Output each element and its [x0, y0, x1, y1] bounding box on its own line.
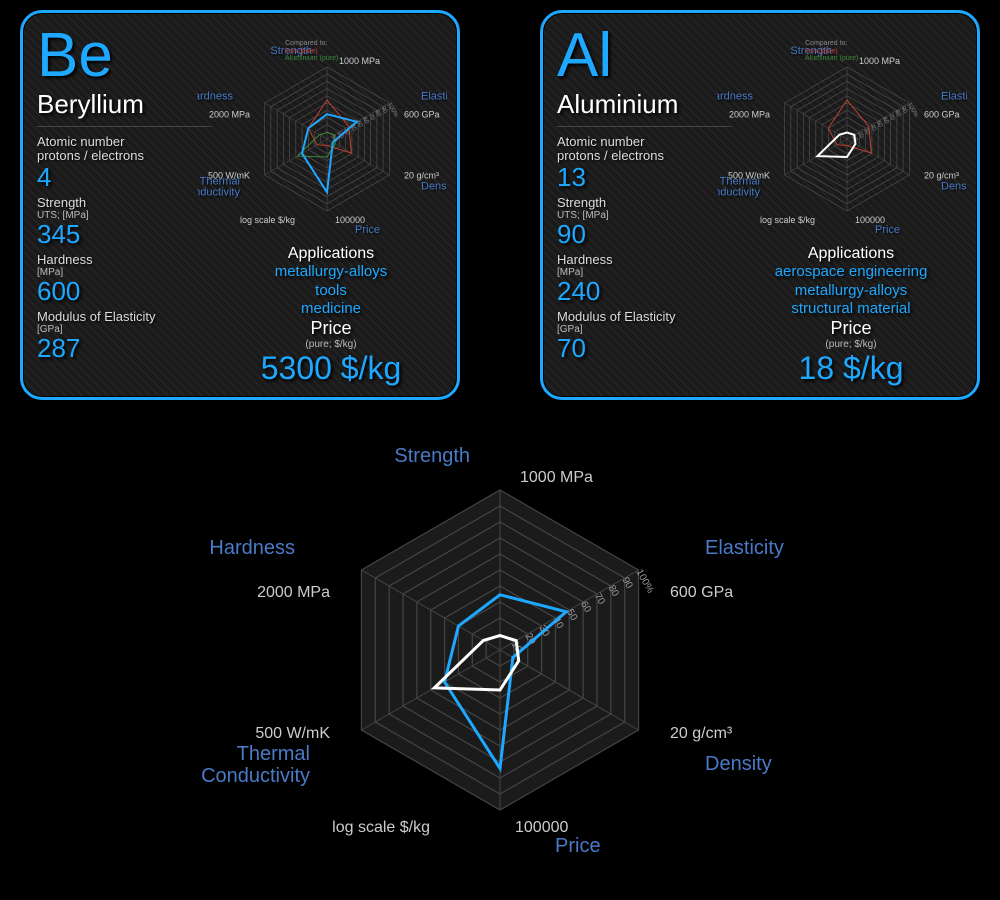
- svg-text:600 GPa: 600 GPa: [404, 109, 440, 119]
- svg-text:2000 MPa: 2000 MPa: [209, 109, 250, 119]
- svg-text:Elasticity: Elasticity: [705, 537, 784, 559]
- divider: [37, 126, 212, 127]
- svg-text:20 g/cm³: 20 g/cm³: [924, 171, 959, 181]
- svg-text:Compared to:: Compared to:: [285, 40, 327, 47]
- price-sub: (pure; $/kg): [741, 339, 961, 350]
- svg-text:Elasticity: Elasticity: [421, 90, 447, 102]
- price-value: 5300 $/kg: [221, 350, 441, 387]
- svg-text:Price: Price: [875, 224, 900, 236]
- svg-text:Aluminium (pure): Aluminium (pure): [285, 55, 338, 62]
- radar-chart-be: 102030405060708090100%1000 MPa600 GPa20 …: [197, 21, 447, 251]
- comparison-radar-chart: 102030405060708090100%1000 MPa600 GPa20 …: [200, 410, 800, 890]
- svg-text:1000 MPa: 1000 MPa: [339, 56, 380, 66]
- svg-text:log scale $/kg: log scale $/kg: [332, 819, 430, 836]
- svg-text:Density: Density: [705, 753, 772, 775]
- svg-text:100000: 100000: [515, 819, 568, 836]
- svg-text:Iron (pure): Iron (pure): [285, 48, 318, 55]
- svg-text:20 g/cm³: 20 g/cm³: [404, 171, 439, 181]
- svg-text:600 GPa: 600 GPa: [670, 584, 733, 601]
- svg-text:1000 MPa: 1000 MPa: [520, 469, 593, 486]
- apps-list: metallurgy-alloys tools medicine: [221, 263, 441, 319]
- svg-text:Aluminium (pure): Aluminium (pure): [805, 55, 858, 62]
- svg-text:Density: Density: [941, 180, 967, 192]
- price-title: Price: [221, 318, 441, 339]
- svg-text:Price: Price: [355, 224, 380, 236]
- svg-text:Elasticity: Elasticity: [941, 90, 967, 102]
- price-block: Price (pure; $/kg) 5300 $/kg: [221, 318, 441, 387]
- svg-text:Price: Price: [555, 835, 601, 857]
- card-aluminium: Al Aluminium Atomic number protons / ele…: [540, 10, 980, 400]
- price-block: Price (pure; $/kg) 18 $/kg: [741, 318, 961, 387]
- svg-text:Strength: Strength: [394, 445, 470, 467]
- applications-block: Applications aerospace engineering metal…: [741, 245, 961, 319]
- svg-text:Hardness: Hardness: [717, 90, 753, 102]
- price-title: Price: [741, 318, 961, 339]
- svg-text:20 g/cm³: 20 g/cm³: [670, 725, 733, 742]
- svg-text:1000 MPa: 1000 MPa: [859, 56, 900, 66]
- svg-text:2000 MPa: 2000 MPa: [257, 584, 330, 601]
- svg-text:600 GPa: 600 GPa: [924, 109, 960, 119]
- svg-text:Density: Density: [421, 180, 447, 192]
- svg-text:Hardness: Hardness: [197, 90, 233, 102]
- price-value: 18 $/kg: [741, 350, 961, 387]
- card-beryllium: Be Beryllium Atomic number protons / ele…: [20, 10, 460, 400]
- svg-text:log scale $/kg: log scale $/kg: [760, 215, 815, 225]
- applications-block: Applications metallurgy-alloys tools med…: [221, 245, 441, 319]
- svg-text:500 W/mK: 500 W/mK: [255, 725, 330, 742]
- svg-text:Conductivity: Conductivity: [201, 765, 310, 787]
- svg-text:Iron (pure): Iron (pure): [805, 48, 838, 55]
- svg-text:Hardness: Hardness: [209, 537, 295, 559]
- price-sub: (pure; $/kg): [221, 339, 441, 350]
- radar-chart-al: 102030405060708090100%1000 MPa600 GPa20 …: [717, 21, 967, 251]
- apps-list: aerospace engineering metallurgy-alloys …: [741, 263, 961, 319]
- divider: [557, 126, 732, 127]
- svg-text:log scale $/kg: log scale $/kg: [240, 215, 295, 225]
- svg-text:Thermal: Thermal: [237, 743, 310, 765]
- svg-text:2000 MPa: 2000 MPa: [729, 109, 770, 119]
- svg-text:Compared to:: Compared to:: [805, 40, 847, 47]
- svg-text:Conductivity: Conductivity: [197, 186, 240, 198]
- svg-text:Conductivity: Conductivity: [717, 186, 760, 198]
